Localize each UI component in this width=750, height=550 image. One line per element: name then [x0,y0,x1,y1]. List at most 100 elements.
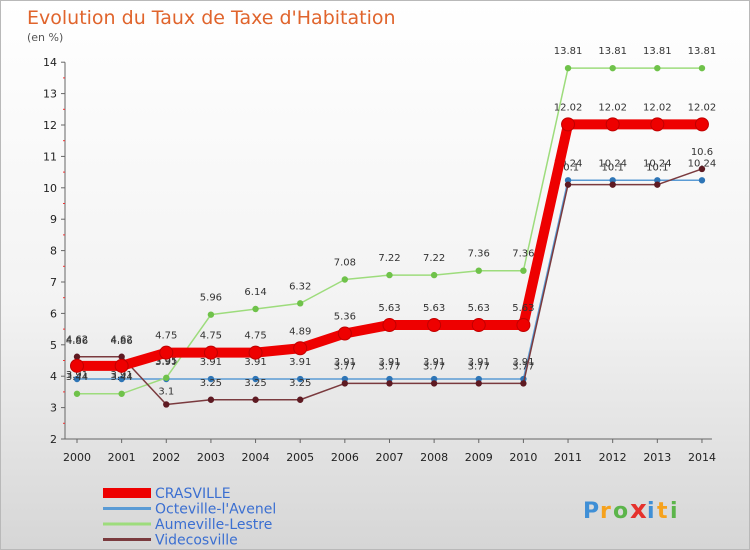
data-point [118,353,125,360]
data-point [297,375,304,383]
data-label: 3.91 [289,357,311,368]
brand-logo-letter: t [657,499,668,524]
data-label: 13.81 [688,46,717,57]
y-tick-label: 10 [43,182,57,195]
data-label: 3.44 [111,372,133,383]
data-point [609,64,616,72]
data-point [386,380,393,387]
y-tick-label: 11 [43,150,57,163]
data-label: 6.32 [289,281,311,292]
data-point [609,181,616,188]
y-tick-label: 13 [43,88,57,101]
data-label: 5.63 [378,303,400,314]
data-label: 3.77 [468,361,490,372]
data-label: 3.77 [334,361,356,372]
data-label: 4.75 [244,331,266,342]
data-label: 3.91 [512,357,534,368]
data-point [159,345,174,360]
data-point [163,374,170,381]
data-point [386,375,393,383]
data-point [252,305,259,313]
data-label: 12.02 [643,102,672,113]
data-point [694,117,709,132]
legend-label: Videcosville [155,533,238,549]
y-tick-label: 5 [50,339,57,352]
data-label: 3.91 [334,357,356,368]
data-label: 12.02 [554,102,583,113]
data-label: 5.63 [512,303,534,314]
series-line [76,67,703,395]
data-label: 13.81 [598,46,627,57]
data-point [73,353,81,360]
data-label: 3.91 [378,357,400,368]
data-label: 3.91 [200,357,222,368]
data-label: 3.77 [378,361,400,372]
data-label: 6.14 [244,287,266,298]
data-label: 13.81 [554,46,583,57]
data-point [118,375,125,383]
data-point [698,165,706,173]
data-point [297,300,304,307]
y-tick-label: 6 [50,307,57,320]
data-label: 5.96 [200,293,222,304]
data-point [561,117,576,132]
x-tick-label: 2000 [63,451,91,464]
data-label: 3.77 [423,361,445,372]
data-label: 12.02 [688,102,717,113]
data-label: 3.25 [289,378,311,389]
x-tick-label: 2014 [688,451,716,464]
brand-logo-letter: i [670,499,678,524]
data-point [386,271,393,279]
data-point [475,267,482,274]
data-label: 10.1 [602,163,624,174]
y-tick-label: 12 [43,119,57,132]
x-tick-label: 2001 [108,451,136,464]
data-label: 3.91 [66,370,88,381]
data-label: 3.77 [512,361,534,372]
legend-label: Aumeville-Lestre [155,517,272,533]
y-tick-label: 3 [50,402,57,415]
data-label: 13.81 [643,46,672,57]
data-label: 3.1 [158,386,174,397]
data-label: 4.62 [66,335,88,346]
x-tick-label: 2005 [286,451,314,464]
x-tick-label: 2010 [509,451,537,464]
data-point [654,64,661,72]
data-point [609,177,616,184]
data-point [698,177,706,184]
data-point [114,358,129,373]
data-point [605,117,620,132]
data-label: 10.6 [691,147,713,158]
data-point [564,177,572,184]
data-label: 3.25 [200,378,222,389]
data-point [203,345,218,360]
data-point [475,375,482,383]
brand-logo-letter: r [600,499,611,524]
x-tick-label: 2009 [465,451,493,464]
data-point [341,375,349,383]
data-point [698,64,706,72]
data-point [73,390,81,397]
data-point [650,117,665,132]
data-point [564,64,572,72]
data-label: 10.24 [598,158,627,169]
data-point [337,326,352,341]
data-point [248,345,263,360]
x-tick-label: 2006 [331,451,359,464]
data-label: 3.25 [244,378,266,389]
data-label: 10.24 [643,158,672,169]
data-point [163,401,170,408]
data-label: 3.91 [155,357,177,368]
data-label: 3.95 [155,356,177,367]
x-tick-label: 2008 [420,451,448,464]
data-point [654,181,661,188]
data-point [520,267,527,274]
y-tick-label: 8 [50,245,57,258]
brand-logo-letter: i [647,499,655,524]
data-label: 12.02 [598,102,627,113]
data-point [207,375,215,383]
x-tick-label: 2002 [152,451,180,464]
data-label: 7.22 [423,253,445,264]
data-point [341,380,349,387]
